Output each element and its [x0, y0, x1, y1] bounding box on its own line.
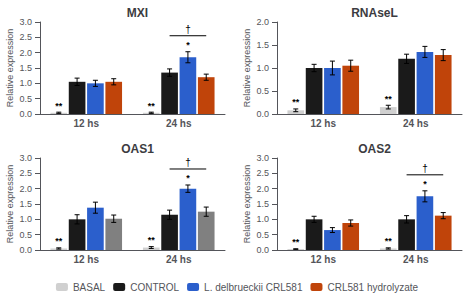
svg-text:CRL581 hydrolyzate: CRL581 hydrolyzate [327, 282, 418, 293]
svg-text:3.0: 3.0 [19, 17, 32, 27]
svg-text:0.5: 0.5 [19, 94, 32, 104]
svg-text:**: ** [148, 235, 156, 245]
svg-text:1.5: 1.5 [256, 40, 269, 50]
svg-text:*: * [423, 179, 427, 189]
svg-text:0.0: 0.0 [19, 109, 32, 119]
svg-text:0.5: 0.5 [19, 230, 32, 240]
svg-text:12 hs: 12 hs [310, 254, 336, 265]
svg-text:MXI: MXI [127, 6, 148, 20]
svg-text:BASAL: BASAL [73, 282, 106, 293]
svg-text:3.0: 3.0 [256, 153, 269, 163]
svg-text:†: † [185, 24, 191, 35]
svg-text:**: ** [292, 237, 300, 247]
svg-text:2.5: 2.5 [19, 168, 32, 178]
svg-text:2.0: 2.0 [19, 48, 32, 58]
svg-text:1.0: 1.0 [19, 78, 32, 88]
svg-text:1.5: 1.5 [256, 199, 269, 209]
svg-text:12 hs: 12 hs [73, 118, 99, 129]
svg-text:24 hs: 24 hs [166, 118, 192, 129]
svg-text:0.5: 0.5 [256, 86, 269, 96]
svg-text:**: ** [55, 101, 63, 111]
svg-text:2.0: 2.0 [256, 184, 269, 194]
svg-text:1.0: 1.0 [256, 63, 269, 73]
svg-text:RNAseL: RNAseL [351, 6, 398, 20]
svg-text:2.0: 2.0 [256, 17, 269, 27]
svg-text:L. delbrueckii CRL581: L. delbrueckii CRL581 [204, 282, 303, 293]
svg-text:2.5: 2.5 [19, 32, 32, 42]
svg-text:OAS2: OAS2 [358, 142, 391, 156]
svg-text:0.0: 0.0 [256, 245, 269, 255]
svg-text:1.5: 1.5 [19, 199, 32, 209]
svg-text:Relative expression: Relative expression [5, 29, 15, 108]
svg-text:12 hs: 12 hs [73, 254, 99, 265]
svg-text:**: ** [148, 101, 156, 111]
svg-text:Relative expression: Relative expression [242, 29, 252, 108]
svg-text:1.5: 1.5 [19, 63, 32, 73]
svg-text:CONTROL: CONTROL [130, 282, 179, 293]
svg-text:*: * [186, 173, 190, 183]
svg-text:0.0: 0.0 [256, 109, 269, 119]
svg-text:**: ** [385, 236, 393, 246]
svg-text:24 hs: 24 hs [403, 254, 429, 265]
svg-text:0.5: 0.5 [256, 230, 269, 240]
svg-text:0.0: 0.0 [19, 245, 32, 255]
svg-text:2.0: 2.0 [19, 184, 32, 194]
svg-text:24 hs: 24 hs [166, 254, 192, 265]
svg-text:**: ** [385, 94, 393, 104]
svg-text:1.0: 1.0 [19, 214, 32, 224]
svg-text:**: ** [292, 97, 300, 107]
svg-text:†: † [422, 163, 428, 174]
svg-text:**: ** [55, 236, 63, 246]
svg-text:*: * [186, 40, 190, 50]
svg-text:Relative expression: Relative expression [5, 165, 15, 244]
svg-text:2.5: 2.5 [256, 168, 269, 178]
svg-text:Relative expression: Relative expression [242, 165, 252, 244]
svg-text:12 hs: 12 hs [310, 118, 336, 129]
svg-text:3.0: 3.0 [19, 153, 32, 163]
svg-text:24 hs: 24 hs [403, 118, 429, 129]
svg-text:†: † [185, 157, 191, 168]
svg-text:OAS1: OAS1 [121, 142, 154, 156]
svg-text:1.0: 1.0 [256, 214, 269, 224]
